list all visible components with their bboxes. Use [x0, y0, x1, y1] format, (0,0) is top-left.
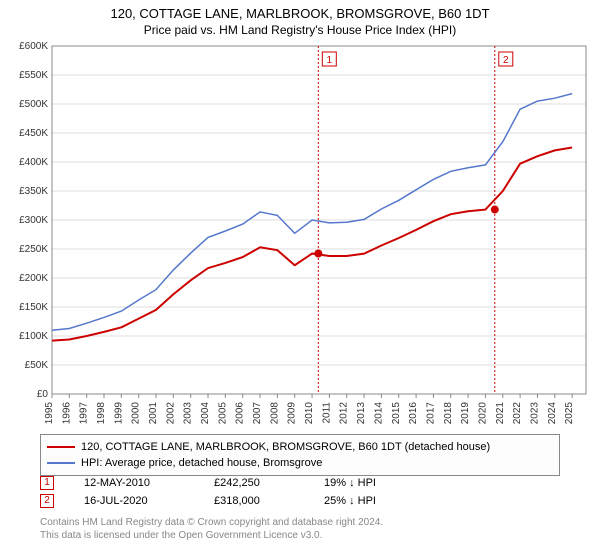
svg-text:2014: 2014	[373, 402, 384, 425]
legend: 120, COTTAGE LANE, MARLBROOK, BROMSGROVE…	[40, 434, 560, 476]
svg-text:£600K: £600K	[19, 41, 48, 52]
svg-text:2012: 2012	[339, 402, 350, 425]
legend-swatch	[47, 462, 75, 464]
svg-text:2000: 2000	[131, 402, 142, 425]
sale-marker-icon: 1	[40, 476, 54, 490]
svg-text:2005: 2005	[217, 402, 228, 425]
svg-text:£500K: £500K	[19, 99, 48, 110]
page-title: 120, COTTAGE LANE, MARLBROOK, BROMSGROVE…	[0, 0, 600, 21]
sale-marker-icon: 2	[40, 494, 54, 508]
legend-label: HPI: Average price, detached house, Brom…	[81, 457, 322, 469]
svg-text:2023: 2023	[529, 402, 540, 425]
svg-text:2013: 2013	[356, 402, 367, 425]
svg-text:1996: 1996	[61, 402, 72, 425]
svg-text:£0: £0	[37, 389, 49, 400]
svg-text:£350K: £350K	[19, 186, 48, 197]
svg-text:1997: 1997	[79, 402, 90, 425]
svg-text:2007: 2007	[252, 402, 263, 425]
svg-text:2018: 2018	[443, 402, 454, 425]
svg-text:1998: 1998	[96, 402, 107, 425]
svg-text:1999: 1999	[113, 402, 124, 425]
svg-text:2001: 2001	[148, 402, 159, 425]
sale-price: £318,000	[214, 495, 294, 507]
svg-text:2: 2	[503, 55, 509, 66]
svg-text:2021: 2021	[495, 402, 506, 425]
svg-text:2006: 2006	[235, 402, 246, 425]
svg-text:£450K: £450K	[19, 128, 48, 139]
sale-price: £242,250	[214, 477, 294, 489]
svg-text:2008: 2008	[269, 402, 280, 425]
legend-swatch	[47, 446, 75, 448]
svg-text:2025: 2025	[564, 402, 575, 425]
svg-text:2015: 2015	[391, 402, 402, 425]
sale-date: 12-MAY-2010	[84, 477, 184, 489]
chart-container: 120, COTTAGE LANE, MARLBROOK, BROMSGROVE…	[0, 0, 600, 560]
legend-item: 120, COTTAGE LANE, MARLBROOK, BROMSGROVE…	[47, 439, 553, 455]
svg-text:£200K: £200K	[19, 273, 48, 284]
footer-line: This data is licensed under the Open Gov…	[40, 529, 383, 542]
legend-label: 120, COTTAGE LANE, MARLBROOK, BROMSGROVE…	[81, 441, 490, 453]
svg-text:£300K: £300K	[19, 215, 48, 226]
sales-table: 1 12-MAY-2010 £242,250 19% ↓ HPI 2 16-JU…	[40, 474, 560, 510]
svg-text:2019: 2019	[460, 402, 471, 425]
svg-text:2004: 2004	[200, 402, 211, 425]
svg-text:£550K: £550K	[19, 70, 48, 81]
svg-text:£250K: £250K	[19, 244, 48, 255]
svg-text:2020: 2020	[477, 402, 488, 425]
svg-text:2016: 2016	[408, 402, 419, 425]
sale-delta: 19% ↓ HPI	[324, 477, 376, 489]
sale-date: 16-JUL-2020	[84, 495, 184, 507]
legend-item: HPI: Average price, detached house, Brom…	[47, 455, 553, 471]
footer-line: Contains HM Land Registry data © Crown c…	[40, 516, 383, 529]
table-row: 2 16-JUL-2020 £318,000 25% ↓ HPI	[40, 492, 560, 510]
svg-text:2002: 2002	[165, 402, 176, 425]
svg-text:£150K: £150K	[19, 302, 48, 313]
svg-text:2022: 2022	[512, 402, 523, 425]
svg-text:2024: 2024	[547, 402, 558, 425]
svg-text:£400K: £400K	[19, 157, 48, 168]
svg-text:2003: 2003	[183, 402, 194, 425]
svg-text:2011: 2011	[321, 402, 332, 424]
svg-text:£100K: £100K	[19, 331, 48, 342]
table-row: 1 12-MAY-2010 £242,250 19% ↓ HPI	[40, 474, 560, 492]
sale-delta: 25% ↓ HPI	[324, 495, 376, 507]
price-chart: £0 £50K £100K £150K £200K £250K £300K £350K £400…	[8, 40, 592, 428]
footer: Contains HM Land Registry data © Crown c…	[40, 516, 383, 542]
svg-text:2017: 2017	[425, 402, 436, 425]
svg-text:1995: 1995	[44, 402, 55, 425]
svg-text:2009: 2009	[287, 402, 298, 425]
page-subtitle: Price paid vs. HM Land Registry's House …	[0, 21, 600, 37]
svg-text:1: 1	[327, 55, 333, 66]
svg-text:£50K: £50K	[25, 360, 49, 371]
svg-text:2010: 2010	[304, 402, 315, 425]
